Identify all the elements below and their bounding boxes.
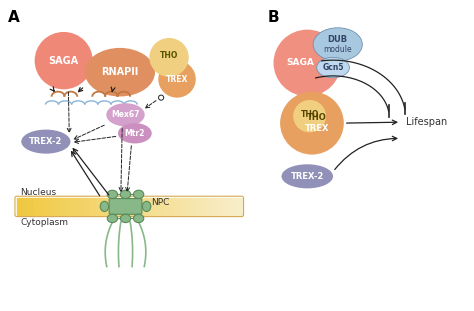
Circle shape [273, 30, 341, 96]
Bar [135, 198, 141, 215]
Bar [129, 198, 136, 215]
Bar [236, 198, 242, 215]
Ellipse shape [106, 103, 145, 126]
Ellipse shape [100, 201, 109, 211]
Bar [124, 198, 130, 215]
Ellipse shape [21, 130, 71, 154]
Bar [157, 198, 164, 215]
Bar [90, 198, 96, 215]
Text: SAGA: SAGA [49, 56, 79, 66]
Bar [96, 198, 101, 215]
Text: SAGA: SAGA [286, 58, 314, 67]
Text: Nucleus: Nucleus [20, 188, 57, 197]
Ellipse shape [85, 48, 155, 96]
Text: module: module [323, 45, 352, 54]
Ellipse shape [142, 201, 151, 211]
Ellipse shape [317, 58, 349, 78]
Circle shape [35, 32, 93, 89]
Bar [174, 198, 180, 215]
Bar [152, 198, 158, 215]
Bar [118, 198, 124, 215]
Bar [112, 198, 118, 215]
Text: TREX-2: TREX-2 [291, 172, 324, 181]
Bar [56, 198, 62, 215]
Ellipse shape [120, 214, 131, 223]
Bar [17, 198, 23, 215]
Bar [191, 198, 197, 215]
Ellipse shape [134, 190, 144, 198]
Bar [230, 198, 237, 215]
Bar [219, 198, 225, 215]
Circle shape [293, 100, 326, 132]
Bar [73, 198, 79, 215]
Text: Gcn5: Gcn5 [322, 63, 344, 72]
Text: RNAPII: RNAPII [101, 67, 138, 77]
Text: THO: THO [301, 110, 319, 119]
Ellipse shape [134, 214, 144, 223]
Bar [22, 198, 28, 215]
Text: NPC: NPC [151, 198, 170, 207]
Text: THO: THO [160, 51, 178, 60]
Bar [214, 198, 219, 215]
Text: THO: THO [307, 113, 327, 122]
Bar [39, 198, 46, 215]
Text: Lifespan: Lifespan [406, 117, 447, 127]
Bar [185, 198, 191, 215]
Circle shape [158, 61, 196, 98]
Ellipse shape [120, 190, 131, 198]
Ellipse shape [282, 164, 333, 188]
Text: TREX-2: TREX-2 [29, 137, 63, 146]
Circle shape [149, 38, 189, 77]
Text: B: B [267, 10, 279, 25]
Bar [107, 198, 113, 215]
Bar [45, 198, 51, 215]
FancyBboxPatch shape [109, 198, 142, 214]
Bar [169, 198, 175, 215]
Bar [202, 198, 209, 215]
Bar [225, 198, 231, 215]
Circle shape [158, 95, 164, 100]
Bar [51, 198, 57, 215]
Text: DUB: DUB [328, 35, 348, 44]
Text: Mex67: Mex67 [111, 110, 140, 119]
Bar [28, 198, 34, 215]
Bar [62, 198, 68, 215]
Bar [101, 198, 107, 215]
Bar [146, 198, 152, 215]
Bar [34, 198, 40, 215]
Text: A: A [8, 10, 19, 25]
Bar [67, 198, 73, 215]
Circle shape [280, 92, 344, 155]
Bar [140, 198, 146, 215]
Bar [79, 198, 85, 215]
Ellipse shape [118, 123, 152, 143]
Ellipse shape [107, 214, 118, 223]
Text: TREX: TREX [166, 75, 188, 84]
Ellipse shape [107, 190, 118, 198]
Bar [84, 198, 91, 215]
Bar [197, 198, 203, 215]
Text: Mtr2: Mtr2 [125, 129, 145, 138]
Text: TREX: TREX [305, 124, 330, 133]
Ellipse shape [313, 28, 362, 61]
Text: Cytoplasm: Cytoplasm [20, 218, 69, 227]
Bar [180, 198, 186, 215]
Bar [208, 198, 214, 215]
Bar [163, 198, 169, 215]
